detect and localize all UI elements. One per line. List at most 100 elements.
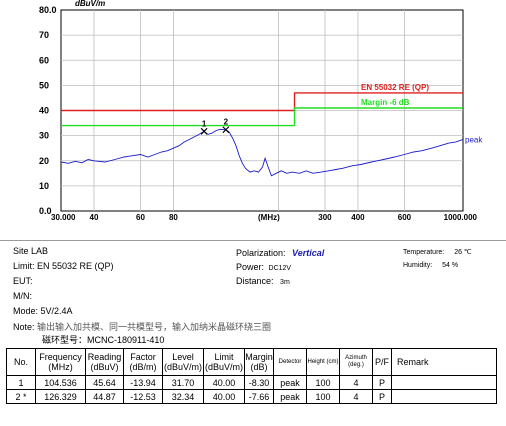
y-axis-unit: dBuV/m: [75, 0, 105, 8]
x-tick-label: 400: [351, 213, 365, 222]
distance-label: Distance:: [236, 276, 274, 286]
cell-limit: 40.00: [203, 375, 245, 390]
series-line-peak: [60, 128, 464, 177]
marker-label: 2: [224, 118, 229, 127]
cell-detector: peak: [273, 389, 307, 404]
y-tick-label: 50: [39, 80, 49, 90]
x-axis-tick-labels: 30.000 40 60 80 300 400 600 1000.000: [51, 213, 478, 222]
cell-no: 2 *: [6, 389, 36, 404]
x-tick-label: 30.000: [51, 213, 76, 222]
polarization-value: Vertical: [292, 248, 325, 258]
section-divider: [0, 240, 506, 241]
limit-line-label: EN 55032 RE (QP): [361, 83, 429, 92]
cell-factor: -12.53: [123, 389, 163, 404]
limit-line-qp: [61, 92, 463, 112]
limit-lines: EN 55032 RE (QP) Margin -6 dB: [61, 83, 463, 127]
cell-remark: [391, 375, 497, 390]
cell-height: 100: [306, 375, 340, 390]
cell-pf: P: [372, 389, 392, 404]
note-text: 输出输入加共模、同一共模型号，输入加纳米晶磁环绕三圈: [37, 322, 272, 332]
table-row: 1 104.536 45.64 -13.94 31.70 40.00 -8.30…: [6, 375, 497, 390]
y-tick-label: 40: [39, 106, 49, 116]
col-height: Height (cm): [306, 348, 340, 376]
col-factor: Factor (dB/m): [123, 348, 163, 376]
measurement-table: No. Frequency (MHz) Reading (dBuV) Facto…: [6, 348, 497, 404]
col-reading: Reading (dBuV): [85, 348, 124, 376]
cell-limit: 40.00: [203, 389, 245, 404]
power-label: Power:: [236, 262, 265, 272]
y-tick-label: 10: [39, 181, 49, 191]
col-limit: Limit (dBuV/m): [203, 348, 245, 376]
x-tick-label: 40: [90, 213, 99, 222]
note-line-2: 磁环型号：MCNC-180911-410: [42, 333, 164, 346]
humidity-label: Humidity:: [403, 262, 433, 269]
cell-reading: 44.87: [85, 389, 124, 404]
y-tick-label: 0.0: [39, 206, 52, 216]
x-axis-unit: (MHz): [258, 213, 280, 222]
y-tick-label: 70: [39, 30, 49, 40]
cell-frequency: 104.536: [35, 375, 86, 390]
temperature-value: 26 ℃: [454, 249, 472, 256]
y-tick-label: 30: [39, 131, 49, 141]
cell-reading: 45.64: [85, 375, 124, 390]
col-frequency: Frequency (MHz): [35, 348, 86, 376]
col-azimuth: Azimuth (deg.): [339, 348, 373, 376]
emission-chart: 80.0 70 60 50 40 30 20 10 0.0 30.000 40 60 80 300 400…: [39, 0, 483, 222]
x-tick-label: 600: [398, 213, 412, 222]
mode-field: Mode: 5V/2.4A: [13, 306, 73, 316]
limit-field: Limit: EN 55032 RE (QP): [13, 261, 114, 271]
col-detector: Detector: [273, 348, 307, 376]
col-remark: Remark: [391, 348, 497, 376]
cell-azimuth: 4: [339, 375, 373, 390]
temperature-field: Temperature: 26 ℃: [403, 248, 472, 256]
mn-field: M/N:: [13, 291, 32, 301]
cell-detector: peak: [273, 375, 307, 390]
col-level: Level (dBuV/m): [162, 348, 204, 376]
cell-level: 31.70: [162, 375, 204, 390]
site-field: Site LAB: [13, 246, 49, 256]
distance-field: Distance: 3m: [236, 276, 290, 286]
x-tick-label: 60: [136, 213, 145, 222]
trace-label: peak: [465, 135, 483, 144]
col-margin: Margin (dB): [244, 348, 274, 376]
marker-label: 1: [202, 119, 207, 128]
humidity-value: 54 %: [442, 262, 459, 269]
table-header-row: No. Frequency (MHz) Reading (dBuV) Facto…: [6, 348, 497, 376]
polarization-field: Polarization: Vertical: [236, 248, 324, 258]
cell-height: 100: [306, 389, 340, 404]
polarization-label: Polarization:: [236, 248, 286, 258]
humidity-field: Humidity: 54 %: [403, 262, 458, 269]
peak-trace: peak: [60, 128, 483, 177]
cell-level: 32.34: [162, 389, 204, 404]
cell-pf: P: [372, 375, 392, 390]
marker-point: [200, 127, 208, 135]
x-tick-label: 80: [169, 213, 178, 222]
cell-no: 1: [6, 375, 36, 390]
margin-line: [61, 107, 463, 127]
power-field: Power: DC12V: [236, 262, 291, 272]
y-axis-tick-labels: 80.0 70 60 50 40 30 20 10 0.0: [39, 5, 57, 216]
table-row: 2 * 126.329 44.87 -12.53 32.34 40.00 -7.…: [6, 389, 497, 404]
margin-line-label: Margin -6 dB: [361, 98, 410, 107]
x-tick-label: 300: [318, 213, 332, 222]
temperature-label: Temperature:: [403, 249, 445, 256]
power-value: DC12V: [268, 265, 292, 272]
note-line-2-text: 磁环型号：MCNC-180911-410: [42, 335, 165, 345]
y-tick-label: 80.0: [39, 5, 57, 15]
cell-factor: -13.94: [123, 375, 163, 390]
cell-margin: -8.30: [244, 375, 274, 390]
distance-value: 3m: [280, 279, 290, 286]
x-tick-label: 1000.000: [444, 213, 478, 222]
col-no: No.: [6, 348, 36, 376]
marker-point: [222, 126, 230, 134]
note-label: Note:: [13, 322, 35, 332]
cell-remark: [391, 389, 497, 404]
col-pf: P/F: [372, 348, 392, 376]
cell-frequency: 126.329: [35, 389, 86, 404]
cell-azimuth: 4: [339, 389, 373, 404]
y-tick-label: 20: [39, 156, 49, 166]
note-field: Note: 输出输入加共模、同一共模型号，输入加纳米晶磁环绕三圈: [13, 320, 271, 333]
eut-field: EUT:: [13, 276, 33, 286]
y-tick-label: 60: [39, 55, 49, 65]
